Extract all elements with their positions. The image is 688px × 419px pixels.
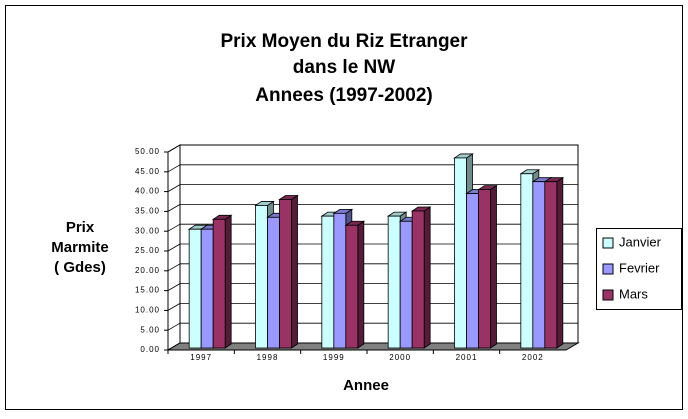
grid-line xyxy=(167,243,181,252)
bar-front xyxy=(321,215,335,349)
grid-line xyxy=(167,223,181,232)
legend-label: Mars xyxy=(619,286,648,301)
y-tick-label: 10.00 xyxy=(135,306,160,315)
y-tick-label: 5.00 xyxy=(140,325,160,334)
grid-line xyxy=(167,164,181,173)
bar-side xyxy=(357,220,365,349)
bar-front xyxy=(466,193,479,349)
bar-front xyxy=(212,218,226,349)
bar-front xyxy=(267,216,280,349)
chart-title: Annees (1997-2002) xyxy=(255,85,432,106)
y-tick-label: 30.00 xyxy=(135,226,160,235)
legend-swatch xyxy=(602,263,614,275)
legend-swatch xyxy=(602,237,614,249)
bar-front xyxy=(279,199,292,349)
legend-label: Janvier xyxy=(619,234,662,249)
x-tick-label: 2002 xyxy=(522,353,544,362)
x-tick-label: 1997 xyxy=(190,353,212,362)
y-tick-label: 0.00 xyxy=(140,345,160,354)
bar-front xyxy=(478,189,491,349)
bar-front xyxy=(532,181,546,349)
bar-side xyxy=(291,194,298,349)
bar-front xyxy=(454,157,467,349)
x-tick-label: 1999 xyxy=(323,353,345,362)
x-tick-label: 1998 xyxy=(257,353,279,362)
x-tick-label: 2000 xyxy=(389,353,411,362)
bar-front xyxy=(387,215,401,349)
bar xyxy=(477,184,498,349)
y-tick-label: 45.00 xyxy=(135,167,160,176)
y-tick-label: 20.00 xyxy=(135,266,160,275)
bar-front xyxy=(333,212,347,349)
grid-line xyxy=(167,322,181,331)
bar-front xyxy=(255,205,268,349)
x-axis-label: Annee xyxy=(343,377,389,394)
bar-front xyxy=(188,228,202,349)
bar xyxy=(278,194,299,349)
bar xyxy=(543,176,565,349)
bar xyxy=(410,206,432,349)
legend-label: Fevrier xyxy=(619,260,660,275)
bar-side xyxy=(423,206,431,349)
y-axis-label: ( Gdes) xyxy=(54,259,106,276)
y-axis-label: Marmite xyxy=(51,239,109,256)
y-tick-label: 35.00 xyxy=(135,207,160,216)
bar xyxy=(211,214,233,349)
bar-front xyxy=(200,228,214,349)
bar-front xyxy=(544,181,558,349)
x-tick-label: 2001 xyxy=(456,353,478,362)
bar-side xyxy=(224,214,232,349)
y-tick-label: 40.00 xyxy=(135,187,160,196)
bar-front xyxy=(520,173,534,349)
chart-title: Prix Moyen du Riz Etranger xyxy=(220,31,468,52)
bar-side xyxy=(490,184,497,349)
grid-line xyxy=(167,263,181,272)
grid-line xyxy=(167,303,181,311)
legend-swatch xyxy=(602,289,614,301)
bar-front xyxy=(345,224,359,349)
y-tick-label: 15.00 xyxy=(135,286,160,295)
bar-front xyxy=(399,220,413,349)
grid-line xyxy=(167,283,181,291)
bar-side xyxy=(556,176,564,349)
bar-front xyxy=(411,210,425,349)
chart-title: dans le NW xyxy=(293,57,395,78)
y-axis-label: Prix xyxy=(66,219,95,236)
y-tick-label: 25.00 xyxy=(135,246,160,255)
bar xyxy=(344,220,366,349)
y-tick-label: 50.00 xyxy=(135,147,160,156)
grid-line xyxy=(167,144,181,153)
grid-line xyxy=(167,204,181,212)
grid-line xyxy=(167,184,181,192)
